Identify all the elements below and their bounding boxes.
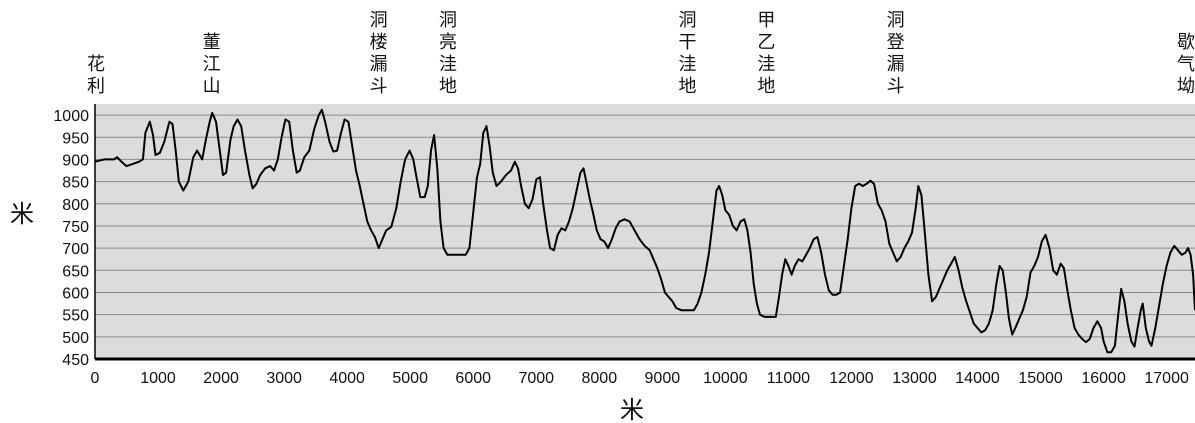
y-tick-700: 700 [62,241,89,258]
x-axis-title: 米 [620,396,644,423]
y-tick-1000: 1000 [53,108,89,125]
x-tick-12000: 12000 [829,370,874,387]
y-tick-600: 600 [62,285,89,302]
x-tick-4000: 4000 [329,370,365,387]
y-tick-550: 550 [62,308,89,325]
x-tick-9000: 9000 [645,370,681,387]
place-label-3: 洞亮洼地 [439,10,457,97]
x-tick-15000: 15000 [1018,370,1063,387]
y-tick-800: 800 [62,197,89,214]
y-tick-labels: 450 500 550 600 650 700 750 800 850 900 950 1000 [53,108,89,369]
y-axis-title: 米 [10,200,34,228]
plot-background [95,104,1195,359]
x-tick-7000: 7000 [518,370,554,387]
place-label-2: 洞楼漏斗 [370,10,388,97]
x-tick-labels: 0 1000 2000 3000 4000 5000 6000 7000 8000 9000 100… [91,370,1189,387]
y-tick-950: 950 [62,130,89,147]
x-tick-16000: 16000 [1081,370,1126,387]
x-tick-17000: 17000 [1144,370,1189,387]
y-tick-900: 900 [62,152,89,169]
elevation-series-line [94,108,1195,354]
place-label-1: 董江山 [203,32,221,97]
place-name-labels: 花利 董江山 洞楼漏斗 洞亮洼地 洞干洼地 甲乙洼地 洞登漏斗 歇气坳 [87,10,1195,97]
axes [94,104,1195,361]
place-label-7: 歇气坳 [1177,32,1195,97]
place-label-6: 洞登漏斗 [887,10,905,97]
gridlines [95,114,1195,338]
y-tick-750: 750 [62,219,89,236]
y-tick-650: 650 [62,263,89,280]
x-tick-0: 0 [91,370,100,387]
x-tick-1000: 1000 [140,370,176,387]
x-tick-13000: 13000 [892,370,937,387]
x-tick-3000: 3000 [266,370,302,387]
x-tick-11000: 11000 [767,370,810,387]
x-tick-6000: 6000 [455,370,491,387]
x-tick-14000: 14000 [955,370,1000,387]
y-tick-450: 450 [62,352,89,369]
x-tick-5000: 5000 [392,370,428,387]
place-label-0: 花利 [87,54,105,97]
y-tick-500: 500 [62,330,89,347]
x-tick-10000: 10000 [703,370,748,387]
place-label-5: 甲乙洼地 [757,10,775,97]
x-tick-2000: 2000 [203,370,239,387]
y-tick-850: 850 [62,175,89,192]
x-tick-8000: 8000 [582,370,618,387]
place-label-4: 洞干洼地 [679,10,697,97]
